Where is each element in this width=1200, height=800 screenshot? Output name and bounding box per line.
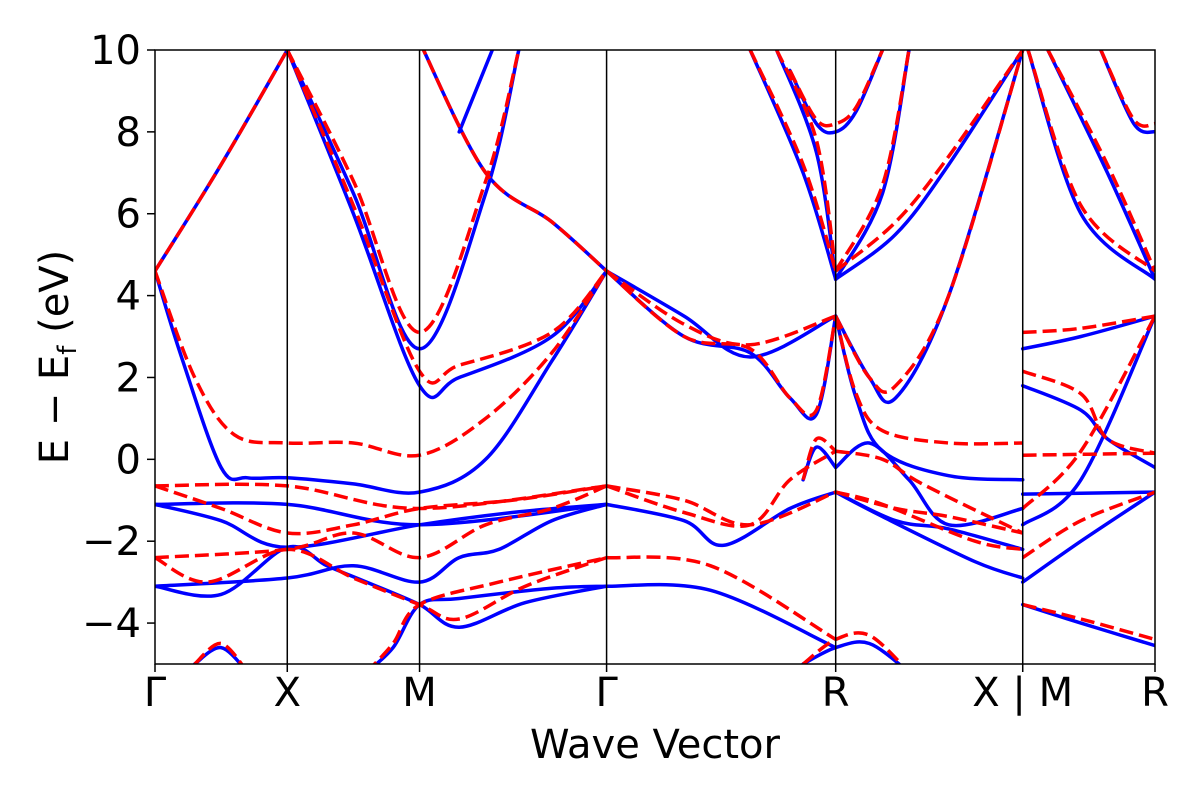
dashed-band-7	[372, 555, 607, 664]
dashed-band-13	[606, 449, 837, 528]
solid-band-9	[285, 50, 609, 400]
dashed-band-33	[1022, 602, 1155, 642]
dashed-band-30	[1022, 451, 1155, 457]
dashed-band-5	[155, 547, 608, 622]
dashed-band-19	[834, 50, 1025, 273]
solid-band-0	[155, 50, 290, 273]
dashed-band-4	[155, 484, 608, 560]
x-axis-ticks: Γ X M Γ R X | M R	[144, 664, 1169, 716]
solid-band-8	[285, 50, 521, 351]
dashed-band-32	[1021, 490, 1155, 560]
solid-band-14	[604, 269, 838, 421]
x-tick-label-5: X | M	[972, 670, 1073, 716]
solid-band-37	[1099, 50, 1155, 135]
y-axis-label: E − Ef (eV)	[32, 250, 83, 465]
y-tick-label-7: 10	[90, 28, 141, 74]
band-lines	[155, 50, 1155, 664]
solid-band-7	[373, 584, 609, 664]
solid-band-28	[801, 640, 902, 664]
dashed-band-0	[155, 50, 289, 272]
dashed-band-10	[421, 50, 608, 273]
dashed-band-14	[606, 484, 837, 527]
solid-band-11	[457, 50, 495, 134]
solid-band-34	[1020, 602, 1155, 648]
solid-band-10	[285, 50, 294, 52]
dashed-band-23	[835, 449, 1024, 535]
solid-band-33	[1020, 490, 1155, 584]
dashed-band-24	[801, 436, 837, 481]
y-tick-label-3: 2	[116, 355, 141, 401]
y-tick-label-6: 8	[116, 110, 141, 156]
y-tick-label-5: 6	[116, 192, 141, 238]
solid-band-27	[833, 490, 1025, 580]
dashed-band-22	[834, 315, 1023, 446]
dashed-band-26	[835, 490, 1024, 552]
solid-band-20	[833, 50, 1025, 281]
dashed-band-17	[775, 50, 838, 272]
y-tick-label-1: −2	[82, 519, 141, 565]
dashed-band-8	[285, 50, 521, 335]
dashed-band-11	[605, 269, 837, 347]
dashed-band-27	[802, 631, 904, 664]
dashed-band-18	[788, 50, 885, 128]
y-axis-ticks: −4 −2 0 2 4 6 8 10	[82, 28, 155, 647]
y-tick-label-2: 0	[116, 437, 141, 483]
dashed-band-35	[1046, 50, 1155, 272]
dashed-band-9	[285, 50, 608, 385]
dashed-band-15	[606, 555, 837, 641]
solid-band-32	[1020, 314, 1155, 527]
solid-band-6	[192, 645, 243, 664]
solid-band-25	[801, 445, 838, 482]
solid-band-16	[604, 582, 838, 650]
y-tick-label-0: −4	[82, 601, 141, 647]
dashed-band-1	[155, 270, 609, 458]
solid-band-4	[155, 502, 609, 588]
dashed-band-20	[834, 50, 911, 272]
plot-frame	[154, 49, 1156, 665]
x-tick-label-3: Γ	[595, 670, 618, 716]
solid-band-5	[155, 544, 609, 629]
dashed-band-31	[1021, 315, 1155, 510]
x-tick-label-6: R	[1141, 670, 1169, 716]
y-tick-label-4: 4	[116, 274, 141, 320]
solid-band-1	[155, 269, 609, 495]
dashed-band-6	[193, 641, 244, 664]
solid-band-31	[1020, 490, 1155, 496]
dashed-band-34	[1026, 50, 1155, 273]
x-tick-label-2: M	[402, 670, 437, 716]
x-axis-label: Wave Vector	[530, 722, 781, 768]
solid-band-13	[604, 269, 838, 359]
high-symmetry-lines	[286, 50, 1024, 664]
x-tick-label-0: Γ	[144, 670, 167, 716]
dashed-band-29	[1022, 369, 1155, 455]
solid-band-29	[1020, 314, 1155, 351]
dashed-band-28	[1022, 314, 1155, 335]
solid-band-35	[1026, 50, 1155, 281]
x-tick-label-4: R	[822, 670, 850, 716]
x-tick-label-1: X	[274, 670, 301, 716]
dashed-band-16	[748, 50, 838, 272]
dashed-band-21	[834, 50, 1025, 394]
dashed-band-3	[155, 484, 607, 536]
solid-band-15	[604, 490, 838, 548]
dashed-band-2	[155, 482, 607, 511]
